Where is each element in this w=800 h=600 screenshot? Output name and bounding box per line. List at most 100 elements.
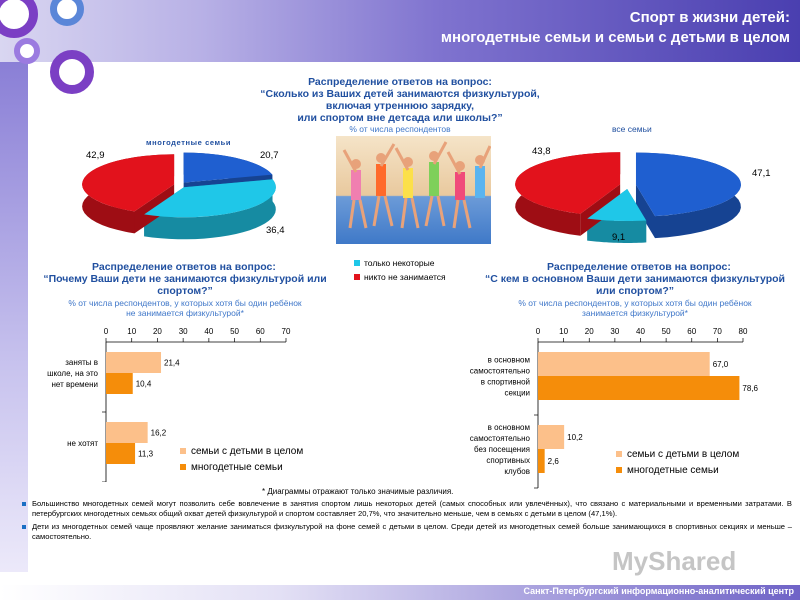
bar-value-label: 2,6: [548, 457, 560, 466]
pie-legend-label: никто не занимается: [364, 272, 446, 282]
x-tick-label: 50: [230, 327, 239, 336]
header-band: [0, 0, 800, 62]
bullet-list: Большинство многодетных семей могут позв…: [22, 499, 792, 542]
q3-subtitle: % от числа респондентов, у которых хотя …: [518, 298, 752, 318]
bar: [106, 443, 136, 464]
bar: [538, 449, 545, 473]
bar1-legend-item: многодетные семьи: [180, 459, 303, 475]
legend-swatch-large-families: [616, 467, 622, 473]
x-tick-label: 10: [127, 327, 136, 336]
category-label: в основном: [488, 423, 530, 432]
bar-value-label: 10,2: [567, 433, 583, 442]
legend-swatch-some: [354, 260, 360, 266]
bar2-legend-label: многодетные семьи: [627, 464, 719, 476]
pie-slice-all: [183, 152, 273, 183]
pie-chart-large-families: [82, 152, 276, 240]
category-label: школе, на это: [47, 369, 98, 378]
page-title-line1: Спорт в жизни детей:: [629, 9, 790, 26]
pie-slice-some: [587, 188, 647, 221]
footer-text: Санкт-Петербургский информационно-аналит…: [523, 586, 794, 596]
bar2-legend: семьи с детьми в целом многодетные семьи: [616, 446, 739, 478]
bar1-legend: семьи с детьми в целом многодетные семьи: [180, 443, 303, 475]
decor-ring: [50, 50, 94, 94]
x-tick-label: 20: [585, 327, 594, 336]
category-label: заняты в: [65, 358, 98, 367]
category-label: клубов: [504, 467, 530, 476]
bar: [538, 425, 565, 449]
x-tick-label: 60: [256, 327, 265, 336]
bar-value-label: 21,4: [164, 359, 180, 368]
x-tick-label: 30: [179, 327, 188, 336]
category-label: в основном: [488, 356, 530, 365]
legend-swatch-none: [354, 274, 360, 280]
x-tick-label: 0: [104, 327, 109, 336]
pie-legend-item: только некоторые: [354, 256, 446, 270]
pie-legend: только некоторые никто не занимается: [354, 256, 446, 284]
bar1-legend-label: семьи с детьми в целом: [191, 445, 304, 457]
pie2-title: все семьи: [612, 124, 652, 134]
x-tick-label: 60: [687, 327, 696, 336]
pie-slice-side: [144, 179, 276, 240]
x-tick-label: 20: [153, 327, 162, 336]
x-tick-label: 40: [204, 327, 213, 336]
q2-subtitle: % от числа респондентов, у которых хотя …: [68, 298, 302, 318]
pie1-label-some: 36,4: [266, 225, 285, 236]
pie-slice-some: [144, 179, 276, 218]
bar: [538, 352, 710, 376]
category-label: секции: [505, 389, 530, 398]
bar: [106, 373, 133, 394]
category-label: нет времени: [52, 380, 98, 389]
x-tick-label: 0: [536, 327, 541, 336]
pie-legend-label: только некоторые: [364, 258, 435, 268]
category-label: в спортивной: [481, 378, 530, 387]
x-tick-label: 80: [739, 327, 748, 336]
pie-slice-edge: [635, 184, 655, 239]
pie1-label-all: 20,7: [260, 150, 279, 161]
x-tick-label: 70: [282, 327, 291, 336]
pie2-label-none: 43,8: [532, 146, 551, 157]
bullet-text: Большинство многодетных семей могут позв…: [32, 499, 792, 518]
category-label: спортивных: [486, 456, 530, 465]
bar2-legend-label: семьи с детьми в целом: [627, 448, 740, 460]
bar: [538, 376, 740, 400]
q3-title: Распределение ответов на вопрос: “С кем …: [485, 261, 786, 297]
bar: [106, 352, 162, 373]
pie-slice-all: [635, 152, 741, 217]
pie2-label-all: 47,1: [752, 168, 771, 179]
left-decor-bar: [0, 62, 28, 572]
pie1-title: многодетные семьи: [146, 138, 232, 147]
category-label: самостоятельно: [470, 367, 531, 376]
x-tick-label: 40: [636, 327, 645, 336]
pie-slice-none: [515, 152, 621, 214]
bar-value-label: 78,6: [742, 384, 758, 393]
bullet-marker: [22, 525, 26, 529]
bullet-marker: [22, 502, 26, 506]
legend-swatch-large-families: [180, 464, 186, 470]
q1-title: Распределение ответов на вопрос: “Скольк…: [260, 76, 540, 124]
bar1-legend-label: многодетные семьи: [191, 461, 283, 473]
bar2-legend-item: многодетные семьи: [616, 462, 739, 478]
watermark: MyShared: [612, 546, 737, 576]
x-tick-label: 30: [610, 327, 619, 336]
children-figures-illustration: [342, 141, 491, 229]
decor-ring: [14, 38, 40, 64]
category-label: без посещения: [474, 445, 530, 454]
footnote: * Диаграммы отражают только значимые раз…: [262, 487, 454, 496]
category-label: не хотят: [67, 439, 98, 448]
pie-legend-item: никто не занимается: [354, 270, 446, 284]
pie1-label-none: 42,9: [86, 150, 105, 161]
x-tick-label: 70: [713, 327, 722, 336]
page-title-line2: многодетные семьи и семьи с детьми в цел…: [440, 29, 790, 46]
bar2-legend-item: семьи с детьми в целом: [616, 446, 739, 462]
x-tick-label: 10: [559, 327, 568, 336]
bar: [106, 422, 148, 443]
legend-swatch-all-families: [616, 451, 622, 457]
q2-title: Распределение ответов на вопрос: “Почему…: [43, 261, 327, 297]
bar1-legend-item: семьи с детьми в целом: [180, 443, 303, 459]
bar-chart-why-not: 0 10 20 30 40 50 60 70 21,4 10,4 заняты в школе, на…: [47, 327, 291, 482]
bar-value-label: 10,4: [136, 380, 152, 389]
footer-band: [0, 585, 800, 600]
children-sport-photo: [336, 136, 491, 244]
pie2-label-some: 9,1: [612, 232, 626, 243]
q1-subtitle: % от числа респондентов: [349, 124, 451, 134]
